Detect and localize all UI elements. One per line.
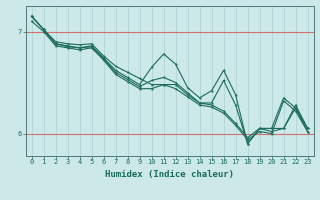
X-axis label: Humidex (Indice chaleur): Humidex (Indice chaleur) bbox=[105, 170, 234, 179]
